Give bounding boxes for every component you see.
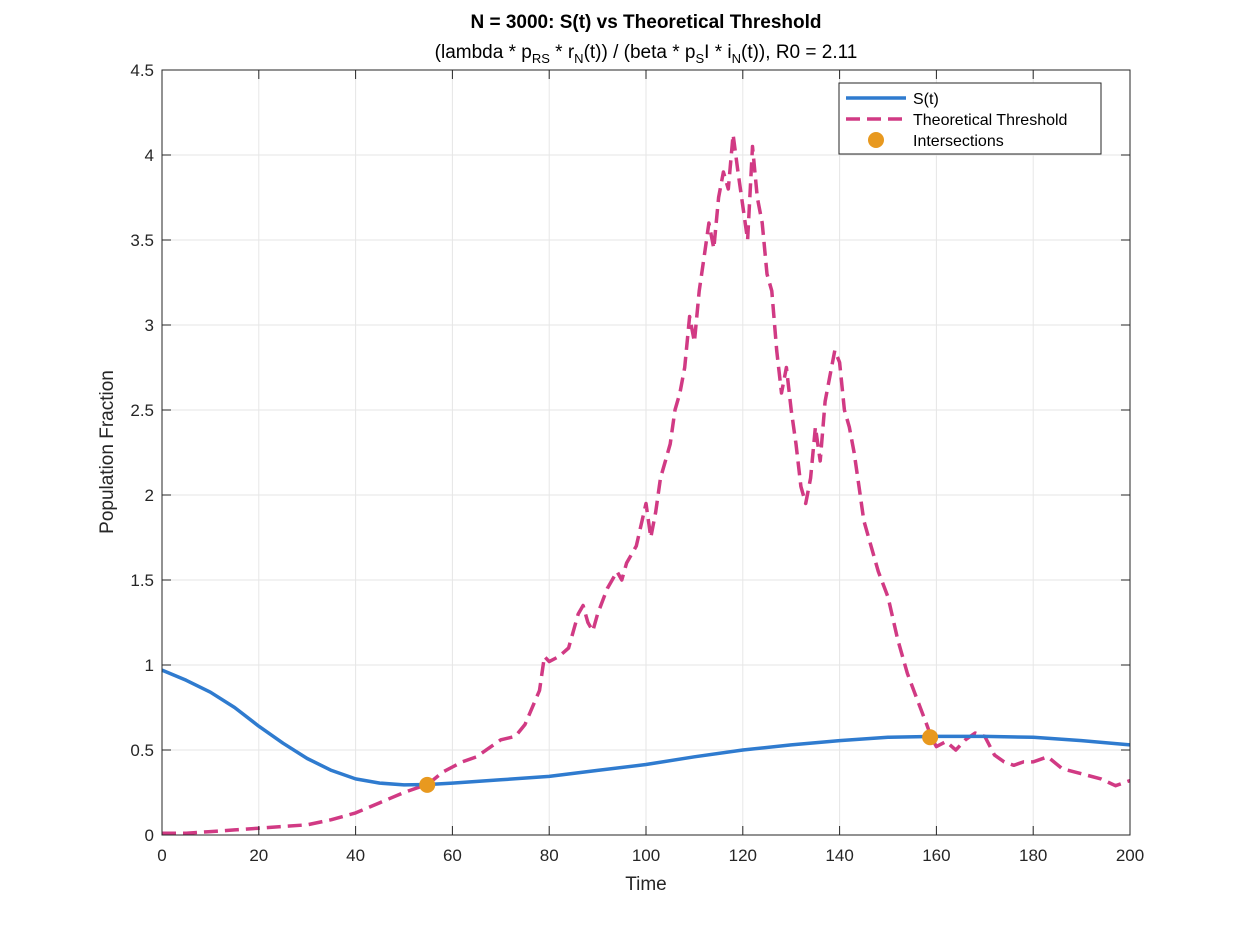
- x-tick-label: 160: [922, 846, 950, 865]
- chart-subtitle: (lambda * pRS * rN(t)) / (beta * pSI * i…: [435, 42, 858, 66]
- subtitle-part-2: * r: [550, 42, 575, 63]
- y-tick-label: 1: [145, 656, 154, 675]
- subtitle-part-5: (t)), R0 = 2.11: [741, 42, 857, 63]
- x-axis-label: Time: [625, 874, 667, 895]
- subtitle-sub-2: N: [574, 51, 583, 66]
- subtitle-part-3: (t)) / (beta * p: [584, 42, 696, 63]
- subtitle-part-1: (lambda * p: [435, 42, 532, 63]
- intersections-layer: [419, 729, 939, 793]
- intersection-point: [419, 776, 436, 793]
- series-s-line: [161, 668, 1131, 787]
- subtitle-part-4: I * i: [704, 42, 731, 63]
- y-tick-label: 4: [145, 146, 154, 165]
- legend-label-s: S(t): [913, 91, 939, 108]
- subtitle-sub-4: N: [732, 51, 741, 66]
- x-tick-label: 100: [632, 846, 660, 865]
- chart-title: N = 3000: S(t) vs Theoretical Threshold: [470, 12, 821, 33]
- x-tick-label: 0: [157, 846, 166, 865]
- legend: S(t) Theoretical Threshold Intersections: [838, 82, 1102, 155]
- x-tick-label: 180: [1019, 846, 1047, 865]
- x-tick-label: 40: [346, 846, 365, 865]
- axis-ticks: 0 20 40 60 80 100 120 140 160 180 200 0 0.5 1 1.5 2 2.5 3…: [130, 61, 1144, 865]
- x-tick-label: 20: [249, 846, 268, 865]
- y-tick-label: 3: [145, 316, 154, 335]
- legend-label-intersections: Intersections: [913, 133, 1004, 150]
- y-tick-label: 4.5: [130, 61, 154, 80]
- x-tick-label: 120: [729, 846, 757, 865]
- y-tick-label: 0: [145, 826, 154, 845]
- y-tick-label: 1.5: [130, 571, 154, 590]
- y-tick-label: 3.5: [130, 231, 154, 250]
- legend-label-threshold: Theoretical Threshold: [913, 112, 1067, 129]
- subtitle-sub-1: RS: [532, 51, 550, 66]
- x-tick-label: 60: [443, 846, 462, 865]
- x-tick-label: 200: [1116, 846, 1144, 865]
- x-tick-label: 140: [825, 846, 853, 865]
- legend-swatch-intersections: [868, 132, 884, 148]
- y-tick-label: 0.5: [130, 741, 154, 760]
- x-tick-label: 80: [540, 846, 559, 865]
- subtitle-sub-3: S: [695, 51, 704, 66]
- y-tick-label: 2.5: [130, 401, 154, 420]
- y-tick-label: 2: [145, 486, 154, 505]
- y-axis-label: Population Fraction: [97, 370, 118, 534]
- intersection-point: [922, 729, 939, 746]
